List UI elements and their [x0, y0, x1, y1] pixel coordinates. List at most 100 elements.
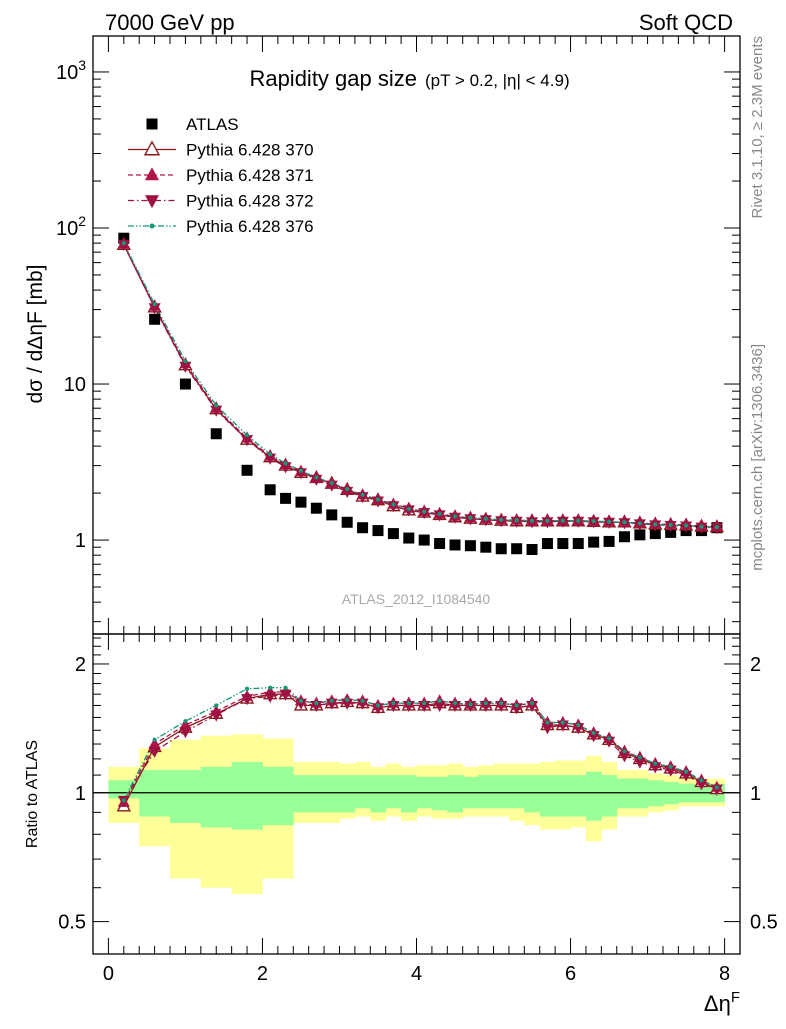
point-pythia-6-428-376	[468, 702, 473, 707]
x-tick-label: 6	[565, 963, 576, 985]
legend-marker-atlas	[146, 118, 158, 130]
point-pythia-6-428-376	[452, 701, 458, 706]
point-pythia-6-428-372	[264, 453, 277, 465]
stat-uncertainty-band	[339, 775, 356, 813]
stat-uncertainty-band	[324, 775, 340, 813]
stat-uncertainty-band	[108, 780, 140, 799]
point-pythia-6-428-372	[241, 435, 254, 447]
process-label: Soft QCD	[639, 10, 733, 35]
point-pythia-6-428-372	[356, 698, 369, 710]
stat-uncertainty-band	[570, 775, 587, 817]
ratio-y-tick-label-right: 1	[750, 783, 761, 805]
point-pythia-6-428-372	[541, 723, 554, 735]
point-pythia-6-428-376	[637, 755, 642, 760]
point-pythia-6-428-372	[325, 698, 338, 710]
point-pythia-6-428-376	[345, 697, 350, 702]
main-y-label: dσ / dΔηF [mb]	[24, 264, 47, 403]
point-pythia-6-428-372	[680, 770, 693, 782]
point-pythia-6-428-372	[371, 496, 384, 508]
point-pythia-6-428-376	[314, 701, 319, 706]
point-pythia-6-428-376	[283, 461, 288, 466]
point-pythia-6-428-376	[529, 518, 535, 523]
point-pythia-6-428-376	[653, 761, 658, 766]
point-pythia-6-428-376	[452, 514, 458, 519]
point-pythia-6-428-376	[329, 698, 334, 703]
stat-uncertainty-band	[555, 775, 571, 817]
point-pythia-6-428-376	[606, 519, 612, 524]
legend-label-pythia-6-428-371: Pythia 6.428 371	[186, 166, 314, 185]
point-pythia-6-428-376	[283, 685, 288, 690]
point-pythia-6-428-372	[325, 480, 338, 492]
point-atlas	[387, 528, 399, 540]
point-pythia-6-428-372	[603, 736, 616, 748]
point-pythia-6-428-372	[587, 731, 600, 743]
point-pythia-6-428-376	[298, 698, 304, 703]
legend: ATLAS Pythia 6.428 370 Pythia 6.428 371 Pyt…	[128, 115, 314, 236]
point-pythia-6-428-372	[556, 720, 569, 732]
point-atlas	[557, 538, 569, 550]
point-pythia-6-428-376	[329, 480, 334, 486]
point-pythia-6-428-372	[341, 486, 354, 499]
point-pythia-6-428-372	[510, 703, 523, 715]
ratio-y-label: Ratio to ATLAS	[24, 740, 41, 848]
point-atlas	[480, 541, 492, 553]
point-atlas	[588, 536, 600, 548]
point-pythia-6-428-376	[483, 701, 488, 706]
legend-marker-pythia-6-428-371	[145, 167, 159, 181]
point-pythia-6-428-372	[618, 751, 631, 763]
point-pythia-6-428-376	[637, 521, 642, 526]
point-pythia-6-428-372	[264, 691, 277, 703]
stat-uncertainty-band	[385, 775, 402, 809]
point-pythia-6-428-376	[683, 769, 689, 774]
point-atlas	[649, 528, 661, 540]
analysis-label: ATLAS_2012_I1084540	[342, 591, 491, 607]
series-line-pythia-6-428-376	[123, 687, 718, 801]
point-pythia-6-428-376	[668, 764, 673, 769]
point-atlas	[341, 516, 353, 528]
point-pythia-6-428-372	[294, 698, 307, 710]
ratio-panel: 0.5 0.5 1 1 2 2 0 2 4 6 8	[58, 634, 778, 985]
stat-uncertainty-band	[447, 775, 464, 813]
main-subtitle: (pT > 0.2, |η| < 4.9)	[425, 71, 570, 90]
point-pythia-6-428-372	[356, 492, 369, 504]
point-atlas	[634, 529, 646, 541]
point-pythia-6-428-376	[244, 433, 250, 438]
point-atlas	[418, 534, 430, 546]
point-pythia-6-428-376	[422, 701, 427, 706]
stat-uncertainty-band	[524, 775, 541, 813]
point-atlas	[149, 313, 161, 325]
point-pythia-6-428-376	[468, 515, 473, 520]
point-pythia-6-428-372	[387, 700, 400, 713]
point-pythia-6-428-376	[529, 701, 535, 706]
point-pythia-6-428-376	[152, 302, 157, 307]
y-tick-label-base: 10	[56, 62, 78, 84]
point-pythia-6-428-376	[499, 517, 504, 522]
y-tick-label: 102	[56, 213, 86, 240]
point-pythia-6-428-372	[387, 501, 400, 513]
legend-label-pythia-6-428-370: Pythia 6.428 370	[186, 141, 314, 160]
point-atlas	[326, 509, 338, 521]
point-pythia-6-428-372	[710, 784, 723, 796]
ratio-y-tick-label-right: 2	[750, 654, 761, 676]
point-pythia-6-428-376	[714, 785, 719, 790]
point-pythia-6-428-376	[268, 685, 273, 690]
x-tick-label: 4	[411, 963, 422, 985]
point-pythia-6-428-372	[310, 700, 323, 713]
point-pythia-6-428-372	[418, 700, 431, 713]
point-pythia-6-428-372	[279, 689, 292, 701]
point-atlas	[295, 496, 307, 508]
point-pythia-6-428-372	[371, 703, 384, 715]
point-pythia-6-428-372	[649, 762, 662, 774]
point-atlas	[464, 540, 476, 552]
stat-uncertainty-band	[585, 771, 602, 821]
point-pythia-6-428-376	[214, 403, 219, 408]
point-atlas	[665, 526, 677, 538]
stat-uncertainty-band	[508, 775, 525, 809]
point-atlas	[357, 522, 369, 534]
stat-uncertainty-band	[231, 762, 263, 830]
point-atlas	[434, 538, 446, 550]
point-pythia-6-428-372	[402, 700, 415, 713]
point-pythia-6-428-376	[668, 522, 673, 528]
point-pythia-6-428-376	[391, 502, 396, 507]
